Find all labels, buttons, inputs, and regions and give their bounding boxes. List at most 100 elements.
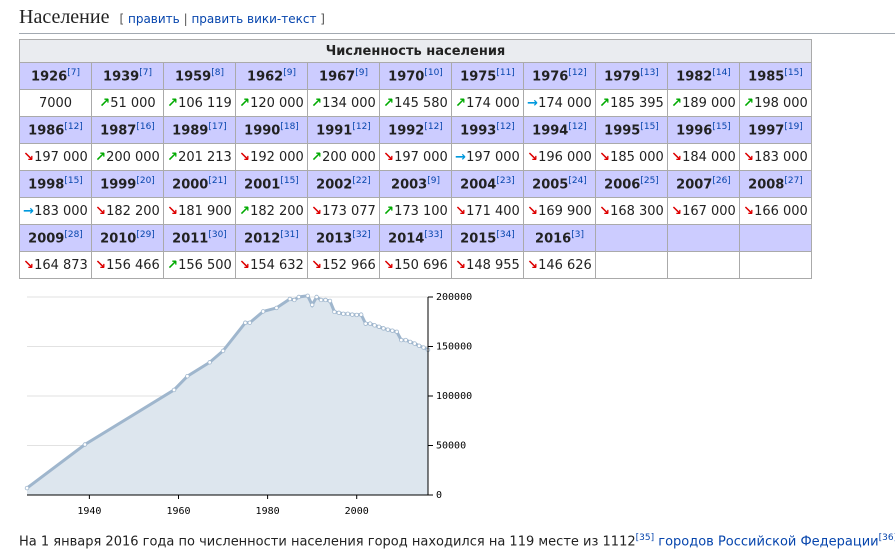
ref[interactable]: [13] — [640, 67, 659, 78]
value-cell: ↘192 000 — [235, 143, 308, 171]
value: 152 966 — [322, 257, 376, 273]
value: 182 200 — [106, 203, 160, 219]
edit-link[interactable]: править — [127, 12, 180, 26]
ref[interactable]: [15] — [640, 121, 659, 132]
year-cell: 1999[20] — [91, 170, 164, 198]
trend-arrow: ↘ — [23, 149, 35, 165]
value: 7000 — [38, 95, 73, 111]
year: 1967 — [319, 69, 356, 85]
year-row: 1926[7] 1939[7] 1959[8] 1962[9] 1967[9] 1970[… — [19, 62, 812, 90]
ref[interactable]: [14] — [712, 67, 731, 78]
ref[interactable]: [12] — [568, 121, 587, 132]
ref[interactable]: [32] — [352, 229, 371, 240]
x-tick-label: 1960 — [166, 506, 190, 517]
value-cell: ↗174 000 — [451, 89, 524, 117]
point — [292, 297, 297, 303]
ref[interactable]: [30] — [208, 229, 227, 240]
value-cell: ↗145 580 — [379, 89, 452, 117]
ref[interactable]: [21] — [208, 175, 227, 186]
x-tick-label: 1980 — [256, 506, 280, 517]
ref[interactable]: [12] — [496, 121, 515, 132]
point — [390, 328, 395, 333]
value-cell: ↘148 955 — [451, 251, 524, 279]
value-cell: ↗51 000 — [91, 89, 164, 117]
ref[interactable]: [15] — [712, 121, 731, 132]
year: 1993 — [460, 123, 497, 139]
ref[interactable]: [12] — [424, 121, 443, 132]
year-cell: 1997[19] — [739, 116, 812, 144]
ref[interactable]: [8] — [211, 67, 224, 78]
value: 198 000 — [754, 95, 808, 111]
ref[interactable]: [23] — [496, 175, 515, 186]
empty-cell — [667, 224, 740, 252]
year-cell: 1985[15] — [739, 62, 812, 90]
trend-arrow: → — [527, 95, 539, 111]
value: 181 900 — [178, 203, 232, 219]
point — [207, 360, 212, 365]
trend-arrow: ↘ — [95, 203, 107, 219]
ref[interactable]: [31] — [280, 229, 299, 240]
year-cell: 1982[14] — [667, 62, 740, 90]
population-table: Численность населения 1926[7] 1939[7] 1959[… — [19, 39, 812, 279]
ref[interactable]: [36] — [878, 533, 895, 543]
ref[interactable]: [11] — [496, 67, 515, 78]
ref[interactable]: [12] — [568, 67, 587, 78]
trend-arrow: ↗ — [239, 203, 251, 219]
ref[interactable]: [7] — [67, 67, 80, 78]
ref[interactable]: [9] — [427, 175, 440, 186]
x-tick-label: 1940 — [77, 506, 101, 517]
ref[interactable]: [9] — [355, 67, 368, 78]
point — [24, 485, 30, 491]
ref[interactable]: [24] — [568, 175, 587, 186]
section-heading: Население [ править | править вики-текст … — [19, 6, 895, 34]
value-cell: ↗200 000 — [307, 143, 380, 171]
ref[interactable]: [19] — [784, 121, 803, 132]
ref[interactable]: [18] — [280, 121, 299, 132]
trend-arrow: ↗ — [383, 203, 395, 219]
link[interactable]: городов Российской Федерации — [658, 534, 879, 550]
ref[interactable]: [15] — [280, 175, 299, 186]
ref[interactable]: [25] — [640, 175, 659, 186]
y-tick-label: 50000 — [436, 441, 466, 452]
ref[interactable]: [10] — [424, 67, 443, 78]
year-cell: 1970[10] — [379, 62, 452, 90]
ref[interactable]: [33] — [424, 229, 443, 240]
ref[interactable]: [35] — [635, 533, 655, 543]
ref[interactable]: [16] — [136, 121, 155, 132]
year: 1982 — [676, 69, 713, 85]
point — [314, 294, 319, 300]
ref[interactable]: [34] — [496, 229, 515, 240]
ref[interactable]: [22] — [352, 175, 371, 186]
year-cell: 2011[30] — [163, 224, 236, 252]
year: 1990 — [244, 123, 281, 139]
year-cell: 1996[15] — [667, 116, 740, 144]
y-tick-label: 150000 — [436, 342, 472, 353]
ref[interactable]: [28] — [64, 229, 83, 240]
trend-arrow: ↗ — [311, 149, 323, 165]
point — [363, 321, 368, 326]
point — [345, 311, 350, 317]
ref[interactable]: [9] — [283, 67, 296, 78]
value: 174 000 — [466, 95, 520, 111]
ref[interactable]: [3] — [571, 229, 584, 240]
ref[interactable]: [17] — [208, 121, 227, 132]
ref[interactable]: [7] — [139, 67, 152, 78]
edit-links: [ править | править вики-текст ] — [119, 12, 325, 26]
point — [412, 341, 417, 346]
heading-title: Население — [19, 6, 110, 28]
ref[interactable]: [29] — [136, 229, 155, 240]
separator: | — [183, 12, 188, 26]
trend-arrow: ↗ — [167, 257, 179, 273]
edit-wiki-link[interactable]: править вики-текст — [191, 12, 317, 26]
ref[interactable]: [20] — [136, 175, 155, 186]
trend-arrow: ↘ — [311, 203, 323, 219]
ref[interactable]: [15] — [784, 67, 803, 78]
ref[interactable]: [15] — [64, 175, 83, 186]
trend-arrow: ↘ — [455, 257, 467, 273]
ref[interactable]: [26] — [712, 175, 731, 186]
value: 173 077 — [322, 203, 376, 219]
ref[interactable]: [12] — [64, 121, 83, 132]
ref[interactable]: [27] — [784, 175, 803, 186]
point — [247, 320, 252, 325]
ref[interactable]: [12] — [352, 121, 371, 132]
